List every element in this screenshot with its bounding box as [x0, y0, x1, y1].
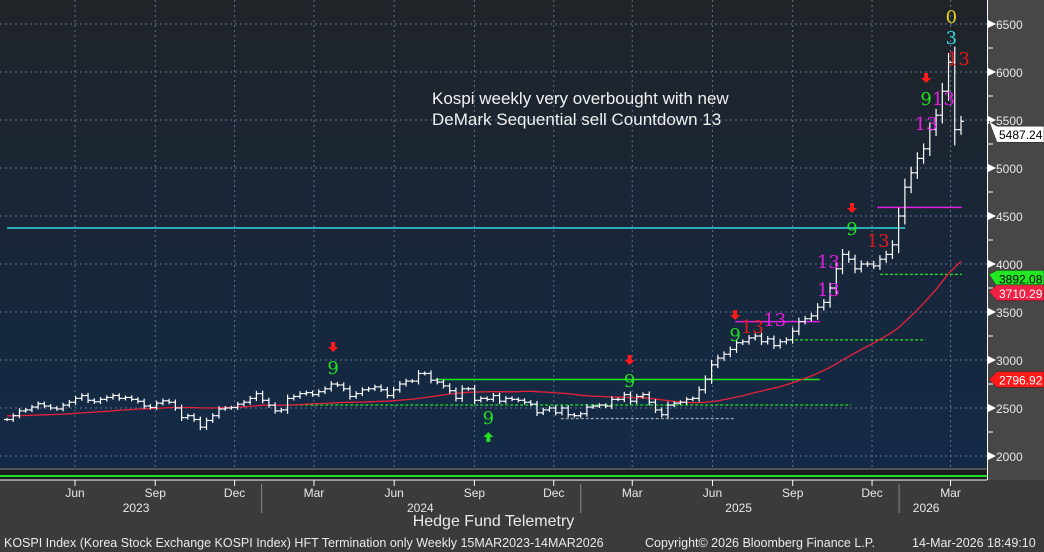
- x-month-label: Dec: [861, 486, 882, 500]
- x-month-label: Sep: [464, 486, 486, 500]
- security-description: KOSPI Index (Korea Stock Exchange KOSPI …: [4, 536, 604, 550]
- price-tag-label: 3892.08: [999, 272, 1043, 286]
- price-tag-label: 5487.24: [999, 128, 1043, 142]
- y-tick-label: 3000: [996, 354, 1023, 368]
- price-tag: 3710.29: [988, 284, 1044, 302]
- demark-count-label: 9: [846, 219, 857, 240]
- lower-pane: [0, 468, 987, 480]
- y-tick-mark: [988, 212, 996, 220]
- y-tick-label: 5500: [996, 114, 1023, 128]
- y-tick-label: 2500: [996, 402, 1023, 416]
- price-tag-shape: [988, 270, 1044, 287]
- y-tick-label: 3500: [996, 306, 1023, 320]
- x-month-label: Sep: [145, 486, 167, 500]
- x-month-label: Jun: [385, 486, 404, 500]
- demark-count-label: 9: [327, 358, 338, 379]
- timestamp: 14-Mar-2026 18:49:10: [912, 536, 1036, 550]
- y-tick-label: 4500: [996, 210, 1023, 224]
- price-tag: 5487.24: [988, 120, 1044, 143]
- buy-arrow-up-icon: [483, 431, 494, 442]
- price-tag: 2796.92: [988, 371, 1044, 388]
- x-month-label: Sep: [782, 486, 804, 500]
- sell-arrow-down-icon: [328, 342, 339, 353]
- y-tick-mark: [988, 404, 996, 412]
- price-tag-label: 3710.29: [999, 287, 1043, 301]
- demark-count-label: 9: [483, 408, 494, 429]
- x-month-label: Mar: [304, 486, 325, 500]
- x-month-label: Dec: [543, 486, 564, 500]
- y-tick-mark: [988, 68, 996, 76]
- price-tag-shape: [988, 371, 1044, 388]
- x-month-label: Dec: [224, 486, 245, 500]
- demark-count-label: 13: [915, 114, 938, 135]
- demark-count-label: 13: [932, 89, 955, 110]
- demark-count-label: 3: [946, 28, 957, 49]
- y-tick-label: 2000: [996, 450, 1023, 464]
- demark-count-label: 13: [817, 280, 840, 301]
- price-tag-shape: [988, 284, 1044, 302]
- demark-count-label: 9: [920, 89, 931, 110]
- y-tick-mark: [988, 356, 996, 364]
- sell-arrow-down-icon: [624, 355, 635, 365]
- chart-annotation-note: Kospi weekly very overbought with new De…: [432, 89, 729, 129]
- x-year-label: 2026: [913, 501, 940, 515]
- y-tick-mark: [988, 308, 996, 316]
- x-month-label: Mar: [622, 486, 643, 500]
- right-axis-background: [987, 0, 1044, 480]
- moving-average-line: [7, 260, 962, 417]
- y-tick-label: 6500: [996, 18, 1023, 32]
- demark-count-label: 13: [947, 49, 970, 70]
- x-year-label: 2025: [725, 501, 752, 515]
- x-month-label: Mar: [940, 486, 961, 500]
- y-tick-mark: [988, 452, 996, 460]
- x-year-label: 2023: [123, 501, 150, 515]
- price-tag-label: 2796.92: [999, 373, 1043, 387]
- demark-count-label: 9: [624, 371, 635, 392]
- x-month-label: Jun: [703, 486, 722, 500]
- sell-arrow-down-icon: [846, 203, 857, 214]
- price-tag-shape: [988, 120, 1044, 143]
- x-year-label: 2024: [407, 501, 434, 515]
- y-tick-mark: [988, 164, 996, 172]
- x-month-label: Jun: [65, 486, 84, 500]
- y-tick-label: 4000: [996, 258, 1023, 272]
- demark-count-label: 13: [741, 317, 764, 338]
- demark-count-label: 13: [763, 310, 786, 331]
- y-tick-mark: [988, 260, 996, 268]
- demark-count-label: 13: [867, 231, 890, 252]
- price-tag: 3892.08: [988, 270, 1044, 287]
- plot-background: [0, 0, 987, 468]
- sell-arrow-down-icon: [921, 72, 932, 83]
- copyright: Copyright© 2026 Bloomberg Finance L.P.: [645, 536, 875, 550]
- demark-count-label: 9: [729, 325, 740, 346]
- y-tick-mark: [988, 20, 996, 28]
- sell-arrow-down-icon: [730, 309, 741, 320]
- y-tick-label: 5000: [996, 162, 1023, 176]
- demark-count-label: 0: [946, 7, 957, 28]
- chart-subtitle: Hedge Fund Telemetry: [412, 513, 575, 530]
- demark-count-label: 13: [817, 252, 840, 273]
- y-tick-label: 6000: [996, 66, 1023, 80]
